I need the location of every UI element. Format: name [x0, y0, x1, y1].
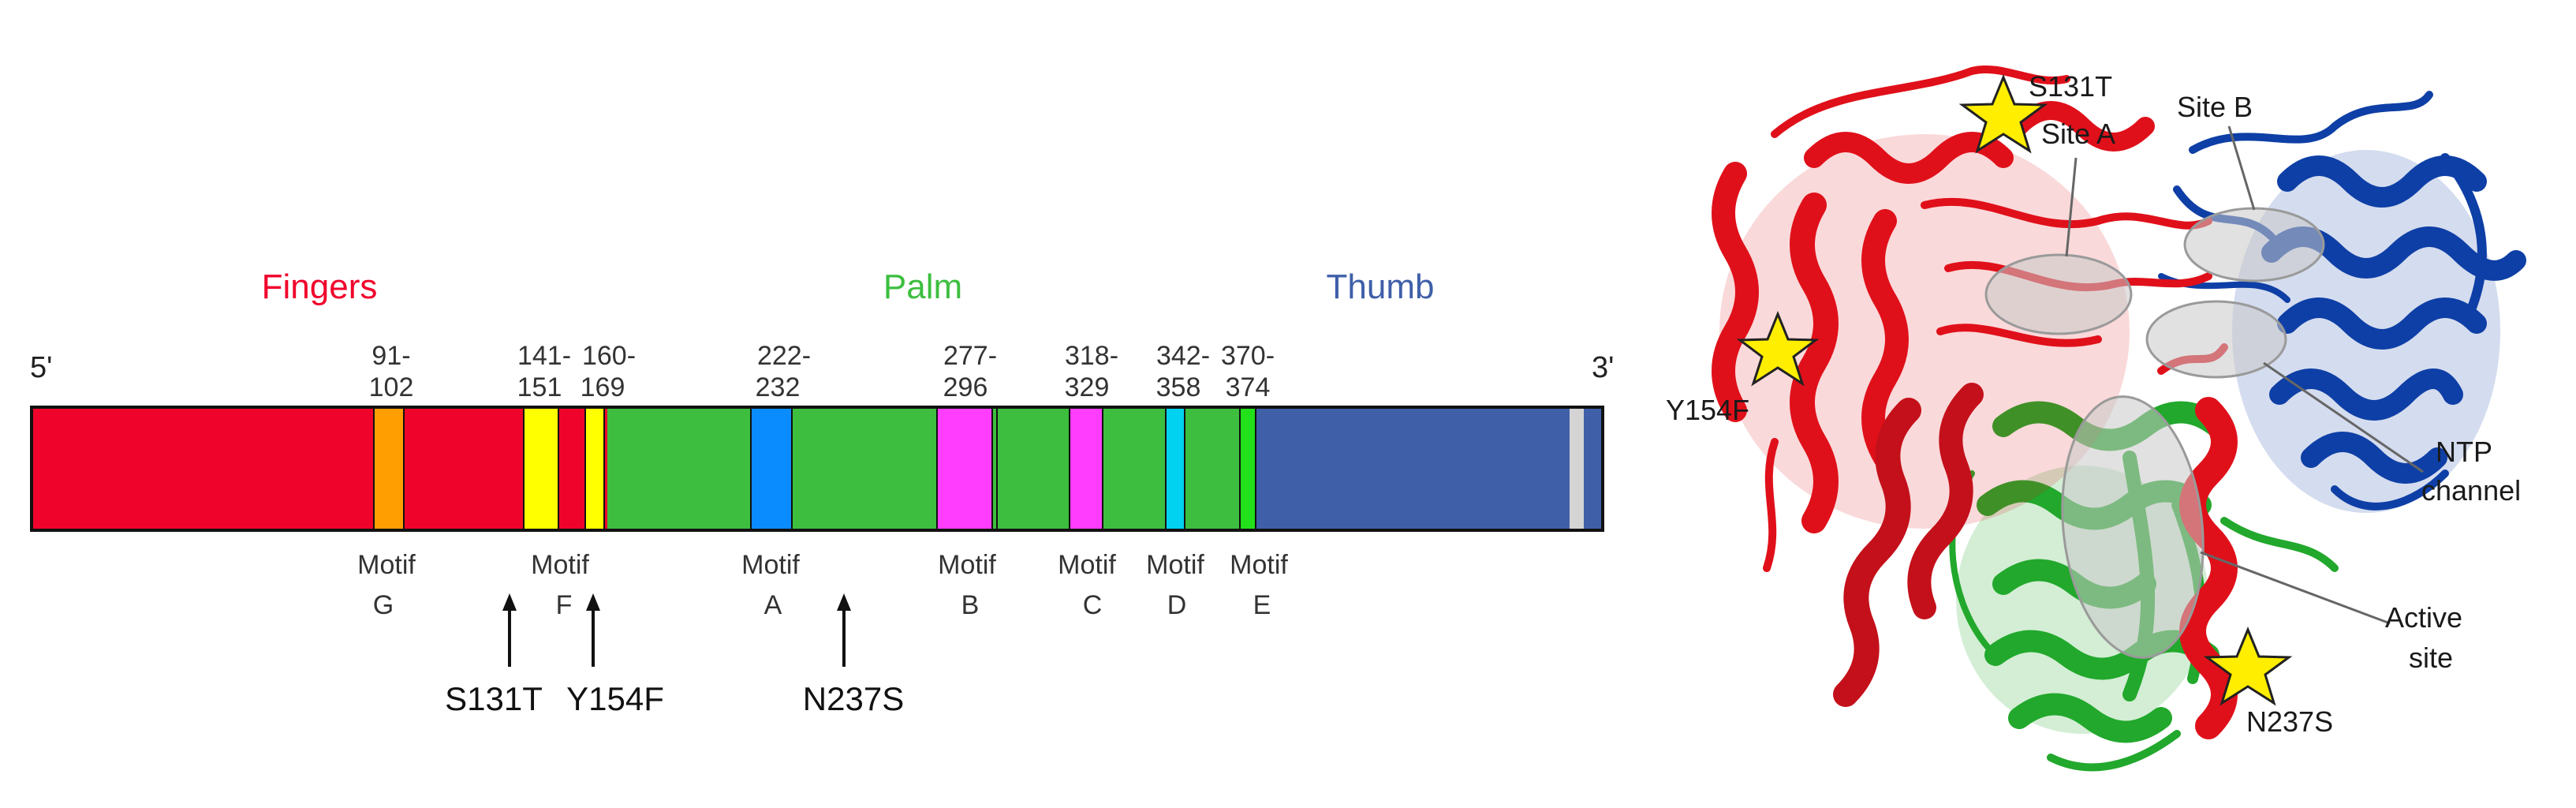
y154f-structure-label: Y154F — [1666, 394, 1749, 426]
bar-end-gray — [1570, 407, 1584, 530]
motif-d-word: Motif — [1146, 550, 1204, 580]
motif-b-range-start: 277- — [943, 341, 997, 371]
motif-a-range-start: 222- — [757, 341, 811, 371]
motif-c-range-end: 329 — [1065, 372, 1110, 402]
motif-d-range-end: 358 — [1156, 372, 1201, 402]
motif-g-letter: G — [373, 590, 394, 620]
motif-e-segment — [1239, 406, 1256, 531]
five-prime-label: 5' — [30, 351, 52, 384]
n237s-mutation-label: N237S — [803, 680, 904, 717]
s131t-mutation-label: S131T — [445, 680, 543, 717]
motif-b-word: Motif — [938, 550, 996, 580]
domain-bar-outline — [30, 406, 1604, 532]
motif-c-range-start: 318- — [1065, 341, 1118, 371]
motif-c-segment — [1069, 406, 1103, 531]
ntp-channel-leader — [2263, 361, 2424, 473]
motif-160-range-start: 160- — [582, 341, 636, 371]
site-a-leader — [2065, 157, 2078, 257]
n237s-arrowhead — [837, 593, 851, 611]
motif-160-169-segment — [584, 406, 605, 531]
s131t-star-icon — [1958, 74, 2048, 154]
fingers-domain-label: Fingers — [262, 267, 378, 306]
site-a-label: Site A — [2041, 118, 2115, 150]
motif-c-word: Motif — [1058, 550, 1116, 580]
motif-a-segment — [750, 406, 793, 531]
s131t-arrowhead — [502, 593, 517, 611]
binding-site-ellipses — [1984, 207, 2325, 659]
protein-structure: S131T Site A Site B Y154F NTP channel Ac… — [1666, 65, 2526, 772]
motif-f-letter: F — [556, 590, 573, 620]
motif-b-segment — [936, 406, 993, 531]
y154f-arrowhead — [586, 593, 600, 611]
active-site-leader — [2200, 551, 2391, 625]
active-site-label-line2: site — [2409, 642, 2453, 674]
site-b-leader — [2227, 125, 2256, 211]
motif-d-letter: D — [1167, 590, 1187, 620]
thumb-domain-label: Thumb — [1327, 267, 1435, 306]
motif-g-segment — [373, 406, 405, 531]
motif-f-segment — [523, 406, 559, 531]
motif-f-range-start: 141- — [517, 341, 571, 371]
motif-160-range-end: 169 — [581, 372, 625, 402]
motif-a-word: Motif — [741, 550, 800, 580]
motif-e-range-end: 374 — [1226, 372, 1271, 402]
motif-d-range-start: 342- — [1156, 341, 1210, 371]
motif-f-range-end: 151 — [517, 372, 562, 402]
active-site-ellipse — [2061, 395, 2205, 659]
ntp-channel-ellipse — [2145, 300, 2287, 379]
motif-b-range-end: 296 — [943, 372, 988, 402]
motif-e-letter: E — [1253, 590, 1271, 620]
active-site-label-line1: Active — [2385, 601, 2462, 634]
s131t-structure-label: S131T — [2029, 70, 2112, 103]
motif-f-word: Motif — [531, 550, 589, 580]
y154f-mutation-label: Y154F — [566, 680, 664, 717]
motif-g-range-end: 102 — [369, 372, 414, 402]
thumb-domain-bar — [1256, 407, 1570, 530]
motif-b-letter: B — [961, 590, 980, 620]
n237s-star-icon — [2203, 627, 2293, 706]
motif-g-range-start: 91- — [371, 341, 410, 371]
three-prime-label: 3' — [1592, 351, 1614, 384]
palm-domain-bar — [607, 407, 1256, 530]
y154f-star-icon — [1736, 311, 1820, 387]
motif-e-word: Motif — [1230, 550, 1288, 580]
motif-c-letter: C — [1083, 590, 1103, 620]
palm-domain-label: Palm — [883, 267, 962, 306]
site-b-label: Site B — [2177, 91, 2253, 123]
site-b-ellipse — [2183, 207, 2325, 282]
site-a-ellipse — [1984, 253, 2133, 335]
bar-end-blue — [1584, 407, 1603, 530]
ntp-channel-label-line1: NTP — [2436, 436, 2492, 468]
n237s-structure-label: N237S — [2246, 705, 2333, 738]
motif-a-range-end: 232 — [756, 372, 801, 402]
motif-a-letter: A — [764, 590, 782, 620]
motif-d-segment — [1165, 406, 1185, 531]
linear-domain-map: Fingers Palm Thumb 5' 3' 91- 102 141- 15… — [30, 267, 1614, 717]
motif-e-range-start: 370- — [1221, 341, 1275, 371]
motif-g-word: Motif — [357, 550, 416, 580]
ntp-channel-label-line2: channel — [2421, 474, 2521, 507]
fingers-domain-bar — [32, 407, 607, 530]
